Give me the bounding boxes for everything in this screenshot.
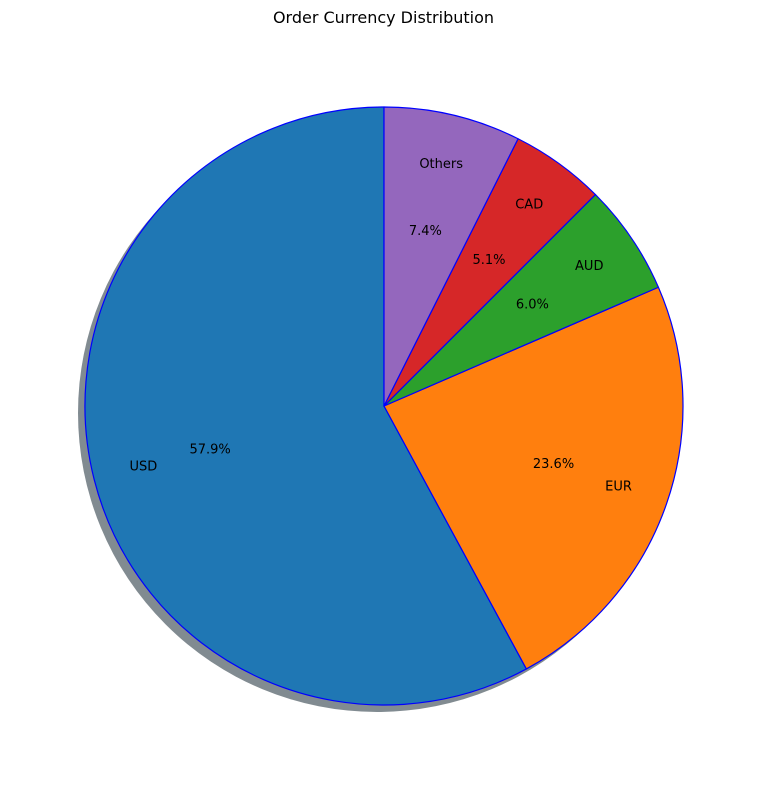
pie-slice-eur <box>383 286 684 670</box>
slice-label-aud: AUD <box>575 259 603 274</box>
slice-label-eur: EUR <box>605 480 632 495</box>
pie-slices <box>84 106 684 706</box>
slice-label-others: Others <box>419 157 463 172</box>
slice-percent-others: 7.4% <box>409 224 442 239</box>
pie-slice-usd <box>84 106 527 706</box>
slice-percent-usd: 57.9% <box>189 443 230 458</box>
pie-labels: USD 57.9% EUR 23.6% AUD 6.0% CAD 5.1% Others 7.4% <box>130 157 632 495</box>
slice-percent-cad: 5.1% <box>472 253 505 268</box>
slice-percent-aud: 6.0% <box>516 298 549 313</box>
slice-percent-eur: 23.6% <box>533 457 574 472</box>
pie-slice-others <box>383 106 519 407</box>
slice-label-usd: USD <box>130 459 158 474</box>
chart-title: Order Currency Distribution <box>272 8 495 27</box>
slice-label-cad: CAD <box>515 197 543 212</box>
